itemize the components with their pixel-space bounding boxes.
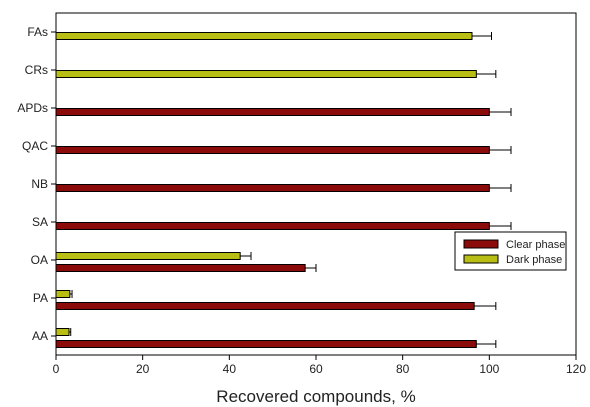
y-tick-label-qac: QAC (22, 139, 48, 153)
bar-aa-dark-phase (55, 328, 70, 336)
bar-aa-clear-phase (55, 340, 477, 348)
y-tick-label-oa: OA (31, 253, 48, 267)
x-tick-label: 20 (136, 362, 150, 376)
y-tick-label-apds: APDs (17, 101, 48, 115)
bar-pa-clear-phase (55, 302, 475, 310)
x-tick-label: 40 (223, 362, 237, 376)
x-tick-label: 0 (53, 362, 60, 376)
error-bar-oa-dark-phase (240, 252, 252, 260)
legend-label: Dark phase (506, 254, 562, 266)
legend-swatch (463, 254, 499, 264)
error-bar-qac-clear-phase (489, 146, 512, 154)
legend-label: Clear phase (506, 239, 565, 251)
y-tick-label-crs: CRs (25, 63, 48, 77)
error-bar-nb-clear-phase (489, 184, 512, 192)
x-tick-label: 100 (479, 362, 499, 376)
y-tick-label-fas: FAs (27, 25, 48, 39)
error-bar-crs-dark-phase (476, 70, 497, 78)
bar-crs-dark-phase (55, 70, 477, 78)
bar-nb-clear-phase (55, 184, 490, 192)
bar-pa-dark-phase (55, 290, 71, 298)
x-axis-ticks: 0 20 40 60 80 100 120 (53, 355, 586, 376)
error-bar-oa-clear-phase (305, 264, 317, 272)
bar-sa-clear-phase (55, 222, 490, 230)
error-bar-aa-dark-phase (69, 328, 72, 336)
legend-swatch (463, 239, 499, 249)
bar-oa-clear-phase (55, 264, 306, 272)
legend-item-clear-phase: Clear phase (463, 239, 565, 251)
error-bars-layer (69, 32, 512, 348)
y-tick-label-aa: AA (32, 329, 48, 343)
x-tick-label: 80 (396, 362, 410, 376)
x-tick-label: 60 (309, 362, 323, 376)
bars-layer (55, 32, 490, 348)
x-tick-label: 120 (566, 362, 586, 376)
legend-box (454, 231, 567, 271)
error-bar-fas-dark-phase (472, 32, 492, 40)
y-tick-label-sa: SA (32, 215, 48, 229)
legend: Clear phase Dark phase (454, 231, 567, 271)
error-bar-pa-dark-phase (69, 290, 73, 298)
y-tick-label-pa: PA (33, 291, 48, 305)
error-bar-pa-clear-phase (474, 302, 497, 310)
bar-apds-clear-phase (55, 108, 490, 116)
legend-item-dark-phase: Dark phase (463, 254, 562, 266)
y-tick-label-nb: NB (31, 177, 48, 191)
y-axis-ticks: AA PA OA SA NB QAC APDs CRs FAs (17, 25, 56, 343)
error-bar-aa-clear-phase (476, 340, 497, 348)
x-axis-title: Recovered compounds, % (216, 387, 415, 406)
legend-items: Clear phase Dark phase (463, 239, 565, 266)
bar-oa-dark-phase (55, 252, 241, 260)
error-bar-sa-clear-phase (489, 222, 512, 230)
bar-qac-clear-phase (55, 146, 490, 154)
bar-fas-dark-phase (55, 32, 473, 40)
error-bar-apds-clear-phase (489, 108, 512, 116)
